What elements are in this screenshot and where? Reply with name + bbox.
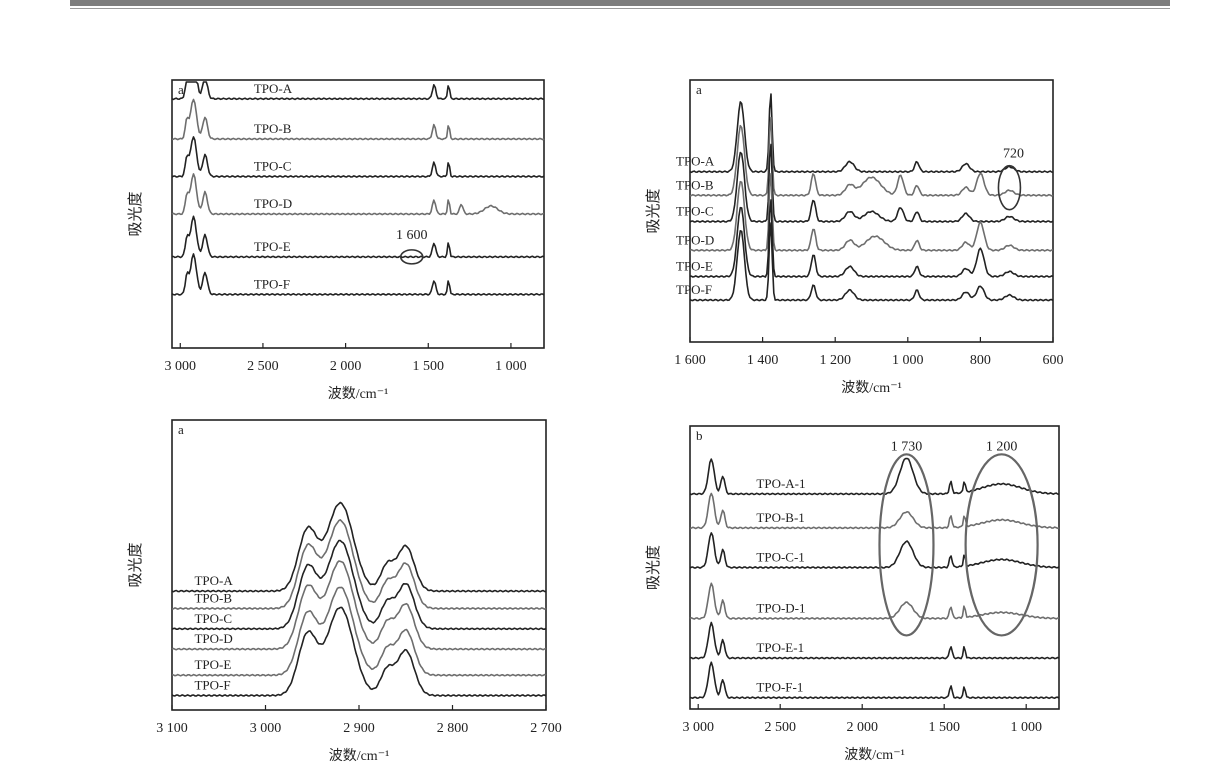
annotation-ellipse (964, 453, 1039, 637)
x-tick-label: 3 000 (250, 721, 282, 736)
series-label: TPO-F-1 (756, 680, 803, 695)
series-line (689, 93, 1054, 174)
annotation-ellipse (997, 164, 1022, 211)
y-axis-label: 吸光度 (127, 191, 144, 236)
series-line (689, 172, 1054, 252)
series-label: TPO-C (194, 611, 232, 626)
annotation-ellipse (399, 249, 424, 265)
series-label: TPO-F (194, 678, 230, 693)
series-line (689, 143, 1054, 223)
series-label: TPO-D (194, 631, 232, 646)
x-tick-label: 3 000 (165, 359, 197, 374)
annotation-label: 1 730 (891, 439, 923, 454)
x-tick-label: 2 800 (437, 721, 469, 736)
series-label: TPO-D-1 (756, 600, 805, 615)
x-tick-label: 1 500 (413, 359, 445, 374)
x-axis-label: 波数/cm⁻¹ (328, 386, 389, 402)
series-label: TPO-E-1 (756, 640, 804, 655)
series-line (171, 539, 547, 631)
x-tick-label: 2 700 (530, 721, 562, 736)
series-label: TPO-E (194, 657, 231, 672)
series-label: TPO-C (676, 203, 714, 218)
series-line (171, 136, 545, 178)
x-axis-label: 波数/cm⁻¹ (841, 380, 902, 396)
series-label: TPO-D (676, 232, 714, 247)
x-tick-label: 1 000 (495, 359, 527, 374)
series-line (689, 582, 1060, 620)
series-line (689, 116, 1054, 197)
series-label: TPO-C (254, 158, 292, 173)
x-tick-label: 2 500 (247, 359, 279, 374)
chart-panel-3: a 3 100 3 000 2 900 2 800 2 700 波数/cm⁻¹ 吸光度 TPO-… (127, 419, 562, 764)
series-label: TPO-D (254, 196, 292, 211)
x-tick-label: 1 500 (928, 720, 960, 735)
header-rule (70, 0, 1170, 6)
chart-panel-1: a 3 000 2 500 2 000 1 500 1 000 波数/cm⁻¹ 吸光度 TPO-… (127, 79, 545, 402)
series-label: TPO-A (254, 81, 293, 96)
series-label: TPO-E (676, 259, 713, 274)
series-line (689, 532, 1060, 569)
x-tick-label: 800 (970, 353, 991, 368)
series-line (171, 606, 547, 697)
series-label: TPO-F (676, 282, 712, 297)
x-tick-label: 3 100 (156, 721, 188, 736)
series-line (689, 621, 1060, 660)
x-tick-label: 1 000 (892, 353, 924, 368)
series-label: TPO-A-1 (756, 476, 805, 491)
chart-panel-2: a 1 600 1 400 1 200 1 000 800 600 波数/cm⁻¹ 吸光度 TPO… (645, 79, 1064, 396)
annotation-ellipse (878, 453, 935, 637)
series-line (689, 457, 1060, 496)
series-line (689, 199, 1054, 278)
series-label: TPO-A (194, 573, 233, 588)
panel-label: a (178, 82, 184, 97)
y-axis-label: 吸光度 (645, 545, 662, 590)
series-line (689, 661, 1060, 700)
plot-frame (689, 79, 1054, 343)
series-line (171, 501, 547, 593)
series-label: TPO-E (254, 239, 291, 254)
series-line (689, 492, 1060, 530)
x-tick-label: 2 000 (846, 720, 878, 735)
x-tick-label: 1 600 (674, 353, 706, 368)
series-label: TPO-B (254, 121, 292, 136)
x-tick-label: 1 400 (747, 353, 779, 368)
series-label: TPO-B (194, 591, 232, 606)
x-axis-label: 波数/cm⁻¹ (844, 747, 905, 763)
annotation-label: 1 600 (396, 228, 428, 243)
series-label: TPO-B (676, 177, 714, 192)
annotation-label: 720 (1003, 147, 1024, 162)
series-line (171, 81, 545, 101)
panel-label: b (696, 428, 703, 443)
series-line (171, 560, 547, 651)
series-label: TPO-A (676, 154, 715, 169)
panel-label: a (178, 422, 184, 437)
panel-label: a (696, 82, 702, 97)
x-tick-label: 1 200 (819, 353, 851, 368)
x-tick-label: 3 000 (682, 720, 714, 735)
x-tick-label: 2 900 (343, 721, 375, 736)
x-axis-label: 波数/cm⁻¹ (329, 748, 390, 764)
y-axis-label: 吸光度 (645, 188, 662, 233)
series-label: TPO-C-1 (756, 550, 804, 565)
series-line (171, 173, 545, 216)
series-line (171, 215, 545, 259)
series-label: TPO-B-1 (756, 510, 804, 525)
chart-panel-4: b 3 000 2 500 2 000 1 500 1 000 波数/cm⁻¹ 吸光度 TPO-… (645, 425, 1060, 763)
x-tick-label: 600 (1043, 353, 1064, 368)
x-tick-label: 2 500 (764, 720, 796, 735)
header-rule-thin (70, 8, 1170, 9)
series-label: TPO-F (254, 276, 290, 291)
series-line (689, 222, 1054, 302)
x-tick-label: 1 000 (1010, 720, 1042, 735)
series-line (171, 98, 545, 141)
annotation-label: 1 200 (986, 439, 1018, 454)
series-line (171, 519, 547, 610)
series-line (171, 586, 547, 677)
x-tick-label: 2 000 (330, 359, 362, 374)
y-axis-label: 吸光度 (127, 542, 144, 587)
series-line (171, 253, 545, 296)
